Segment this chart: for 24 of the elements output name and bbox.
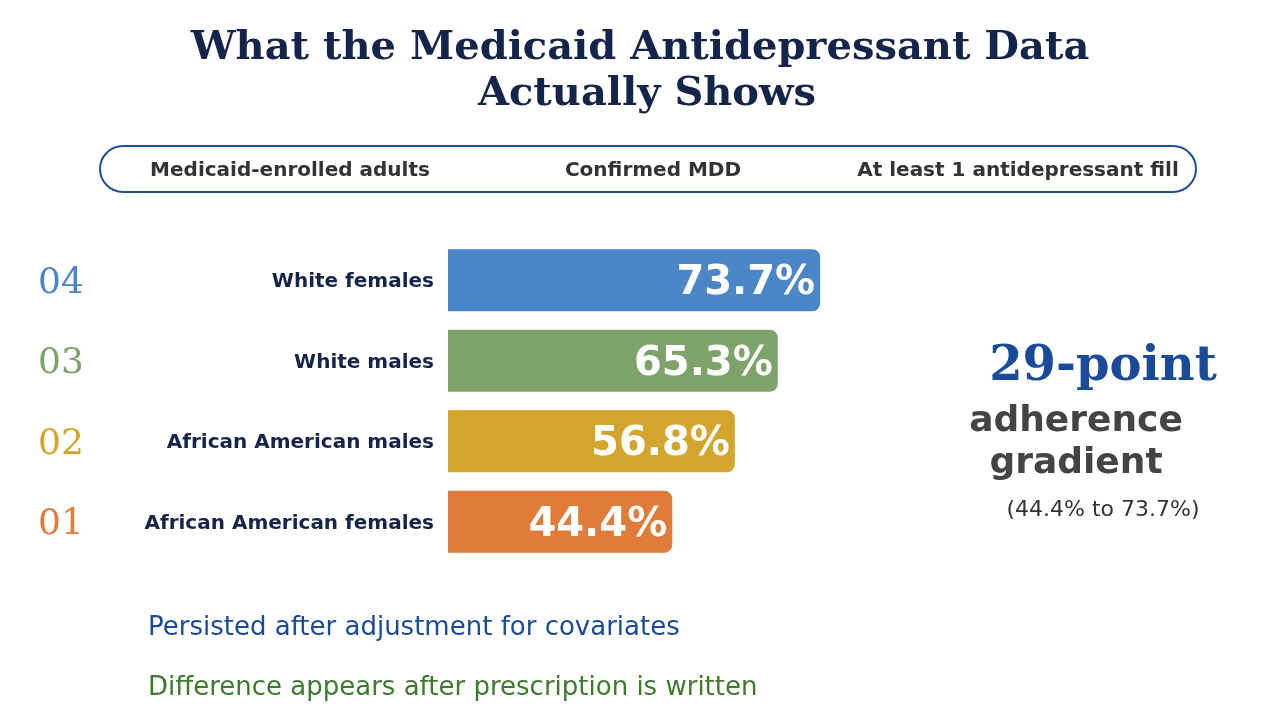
text: gradient [989,439,1163,481]
text: (44.4% to 73.7%) [1006,495,1200,521]
text: 02 [38,420,84,462]
text: 01 [38,501,84,543]
data-label: 44.4% [528,498,668,545]
text: Persisted after adjustment for covariates [148,611,680,641]
y-tick-label: White males [294,348,434,373]
data-label: 73.7% [676,257,816,304]
text: At least 1 antidepressant fill [857,157,1179,181]
text: Difference appears after prescription is written [148,671,758,701]
text: adherence [969,397,1183,439]
y-tick-label: White females [271,268,434,293]
y-tick-label: African American males [166,429,434,454]
data-label: 65.3% [633,337,773,384]
bar [448,249,821,312]
text: Confirmed MDD [564,157,742,181]
data-label: 56.8% [591,418,730,465]
text: 03 [38,340,84,382]
bar [448,329,778,392]
chart-title: What the Medicaid Antidepressant Data Actually Shows [189,20,1090,114]
y-tick-label: African American females [144,509,434,534]
text: 29-point [989,335,1217,391]
text: 04 [38,259,84,301]
text: Medicaid-enrolled adults [150,157,430,181]
